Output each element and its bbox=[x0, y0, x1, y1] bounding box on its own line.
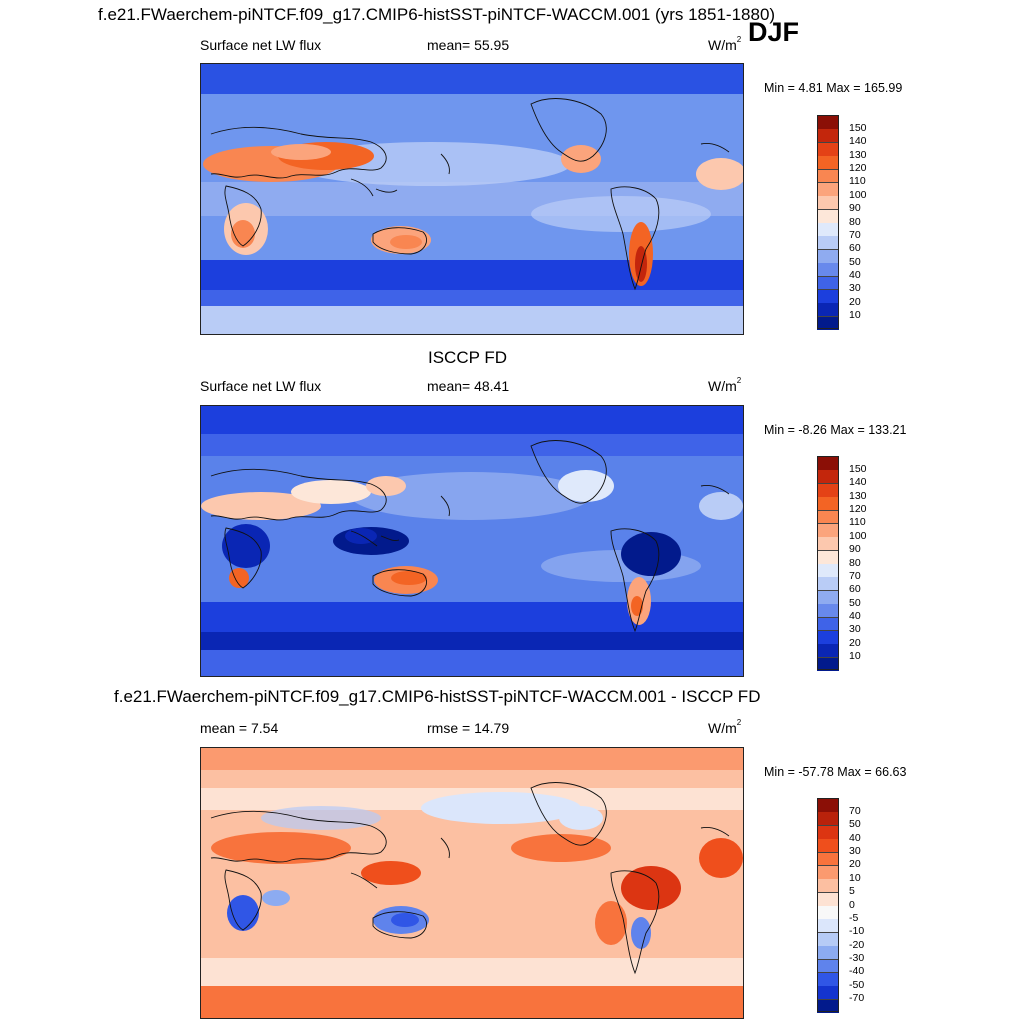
colorbar-swatch bbox=[817, 456, 839, 470]
colorbar-label: 40 bbox=[849, 831, 861, 844]
colorbar-label: 130 bbox=[849, 148, 867, 161]
colorbar-label: 10 bbox=[849, 871, 861, 884]
panel-3-colorbar-frame bbox=[817, 798, 839, 1012]
panel-3-colorbar: 70 50 40 30 20 10 5 0 -5 -10 -20 -30 -40 -50 -70 bbox=[817, 798, 877, 1013]
colorbar-label: -50 bbox=[849, 978, 865, 991]
panel-3-map bbox=[200, 747, 744, 1019]
colorbar-label: 90 bbox=[849, 543, 861, 556]
colorbar-label: 110 bbox=[849, 516, 866, 529]
colorbar-label: 100 bbox=[849, 529, 867, 542]
panel-3-title: f.e21.FWaerchem-piNTCF.f09_g17.CMIP6-his… bbox=[114, 687, 761, 706]
run-title: f.e21.FWaerchem-piNTCF.f09_g17.CMIP6-his… bbox=[98, 5, 776, 24]
colorbar-label: -30 bbox=[849, 952, 865, 964]
panel-3-mean: mean = 7.54 bbox=[200, 720, 279, 736]
panel-2-title: ISCCP FD bbox=[428, 348, 508, 367]
colorbar-label: 130 bbox=[849, 489, 867, 502]
colorbar-label: 40 bbox=[849, 269, 861, 281]
colorbar-label: -5 bbox=[849, 911, 859, 924]
colorbar-swatch bbox=[817, 115, 839, 129]
colorbar-label: 50 bbox=[849, 596, 861, 609]
colorbar-label: 20 bbox=[849, 295, 861, 308]
panel-1-minmax: Min = 4.81 Max = 165.99 bbox=[764, 81, 903, 95]
panel-1-variable: Surface net LW flux bbox=[200, 37, 322, 53]
colorbar-label: 90 bbox=[849, 202, 861, 215]
panel-2-variable: Surface net LW flux bbox=[200, 378, 322, 394]
colorbar-label: 40 bbox=[849, 610, 861, 622]
panel-1-map bbox=[200, 63, 744, 335]
colorbar-label: 70 bbox=[849, 228, 861, 241]
panel-2-colorbar: 150 140 130 120 110 100 90 80 70 60 50 40 30 20 10 bbox=[817, 456, 877, 671]
colorbar-label: 120 bbox=[849, 503, 867, 515]
colorbar-label: 30 bbox=[849, 845, 861, 857]
colorbar-label: 20 bbox=[849, 858, 861, 871]
colorbar-label: 110 bbox=[849, 175, 866, 188]
colorbar-label: 120 bbox=[849, 162, 867, 174]
colorbar-label: 80 bbox=[849, 215, 861, 228]
panel-3-rmse: rmse = 14.79 bbox=[427, 720, 510, 736]
colorbar-label: 70 bbox=[849, 569, 861, 582]
colorbar-swatch bbox=[817, 798, 839, 812]
panel-1-colorbar-frame bbox=[817, 115, 839, 329]
colorbar-label: 20 bbox=[849, 636, 861, 649]
colorbar-label: 50 bbox=[849, 255, 861, 268]
colorbar-label: 150 bbox=[849, 462, 867, 475]
colorbar-label: 60 bbox=[849, 242, 861, 255]
colorbar-label: -70 bbox=[849, 992, 865, 1005]
colorbar-label: 10 bbox=[849, 309, 861, 322]
colorbar-label: 5 bbox=[849, 885, 855, 898]
colorbar-label: -40 bbox=[849, 965, 865, 978]
colorbar-label: 60 bbox=[849, 583, 861, 596]
panel-1-colorbar: 150 140 130 120 110 100 90 80 70 60 50 40 30 20 10 bbox=[817, 115, 877, 330]
colorbar-label: -20 bbox=[849, 938, 865, 951]
panel-2-units: W/m2 bbox=[708, 376, 742, 394]
panel-2-minmax: Min = -8.26 Max = 133.21 bbox=[764, 423, 907, 437]
season-label: DJF bbox=[748, 17, 800, 47]
panel-3-units: W/m2 bbox=[708, 718, 742, 736]
colorbar-label: 0 bbox=[849, 898, 855, 911]
colorbar-label: 140 bbox=[849, 135, 867, 148]
panel-2-mean: mean= 48.41 bbox=[427, 378, 510, 394]
colorbar-label: 70 bbox=[849, 804, 861, 817]
colorbar-label: 140 bbox=[849, 476, 867, 489]
colorbar-label: 100 bbox=[849, 188, 867, 201]
colorbar-label: 30 bbox=[849, 282, 861, 295]
colorbar-label: -10 bbox=[849, 925, 865, 938]
panel-2-map bbox=[200, 405, 744, 677]
colorbar-label: 150 bbox=[849, 121, 867, 134]
colorbar-label: 30 bbox=[849, 623, 861, 636]
panel-3-minmax: Min = -57.78 Max = 66.63 bbox=[764, 765, 907, 779]
colorbar-label: 50 bbox=[849, 818, 861, 831]
colorbar-label: 80 bbox=[849, 556, 861, 569]
colorbar-label: 10 bbox=[849, 650, 861, 663]
panel-2-colorbar-frame bbox=[817, 456, 839, 670]
panel-1-mean: mean= 55.95 bbox=[427, 37, 510, 53]
panel-1-units: W/m2 bbox=[708, 35, 742, 53]
